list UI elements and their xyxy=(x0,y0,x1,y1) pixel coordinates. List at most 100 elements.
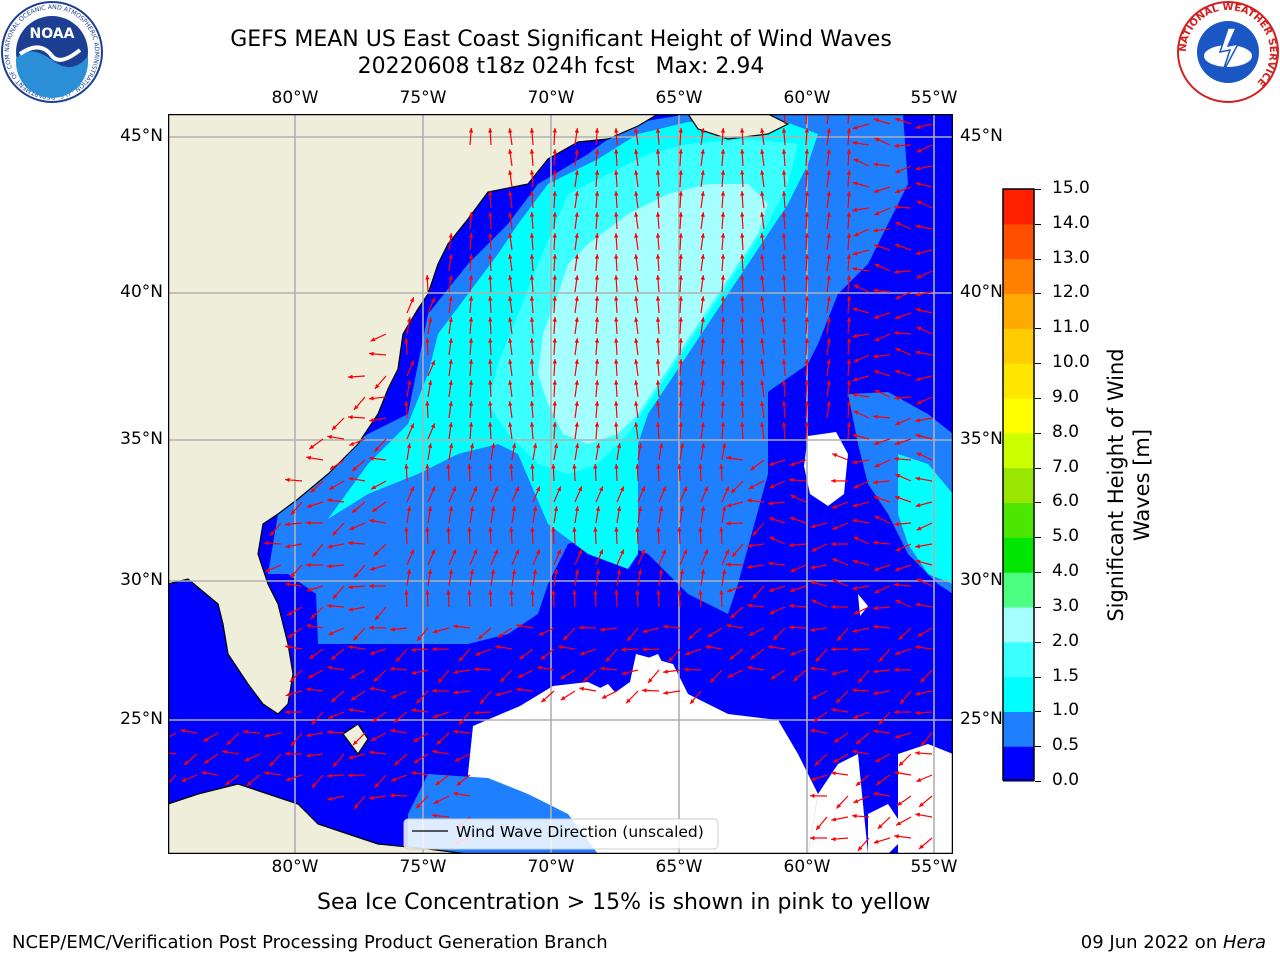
lon-label-bottom: 65°W xyxy=(655,857,703,877)
arrow-head xyxy=(285,776,291,782)
arrow-head xyxy=(391,694,397,699)
arrow-head xyxy=(614,296,619,301)
arrow-shaft xyxy=(847,114,850,125)
arrow-head xyxy=(678,212,683,217)
arrow-head xyxy=(634,170,639,175)
arrow-head xyxy=(448,569,454,574)
arrow-head xyxy=(601,694,607,699)
lat-label-right: 30°N xyxy=(960,570,1003,590)
lat-label-left: 35°N xyxy=(120,429,163,449)
arrow-head xyxy=(635,590,640,595)
arrow-head xyxy=(773,635,778,641)
arrow-head xyxy=(700,401,705,406)
arrow-head xyxy=(831,836,836,842)
arrow-head xyxy=(222,749,228,755)
arrow-head xyxy=(810,580,816,585)
arrow-head xyxy=(648,678,653,683)
arrow-head xyxy=(553,443,559,449)
arrow-head xyxy=(269,761,275,767)
arrow-head xyxy=(789,542,794,548)
arrow-head xyxy=(853,536,859,541)
arrow-head xyxy=(873,414,878,419)
arrow-head xyxy=(898,634,904,640)
lat-label-right: 45°N xyxy=(960,126,1003,146)
arrow-head xyxy=(329,485,335,490)
arrow-head xyxy=(804,296,809,301)
arrow-head xyxy=(852,125,858,130)
arrow-head xyxy=(727,588,732,593)
arrow-head xyxy=(915,750,920,756)
arrow-head xyxy=(369,566,375,571)
colorbar-swatch xyxy=(1003,223,1034,260)
arrow-head xyxy=(416,698,422,704)
arrow-head xyxy=(679,569,685,574)
arrow-head xyxy=(574,317,579,322)
lon-label-top: 55°W xyxy=(910,88,958,108)
arrow-head xyxy=(579,686,585,692)
arrow-head xyxy=(553,506,559,512)
arrow-head xyxy=(720,233,726,238)
arrow-head xyxy=(634,317,639,322)
arrow-head xyxy=(655,401,661,406)
arrow-head xyxy=(468,233,474,238)
arrow-head xyxy=(409,486,414,492)
arrow-head xyxy=(468,128,474,133)
arrow-head xyxy=(511,443,517,449)
arrow-head xyxy=(873,729,878,734)
arrow-head xyxy=(529,401,535,406)
arrow-head xyxy=(634,380,639,385)
arrow-head xyxy=(833,758,839,763)
arrow-head xyxy=(583,676,589,682)
arrow-head xyxy=(895,421,901,425)
arrow-head xyxy=(594,338,600,343)
arrow-head xyxy=(846,275,852,280)
arrow-head xyxy=(831,707,836,713)
arrow-head xyxy=(916,526,922,531)
arrow-head xyxy=(574,128,579,133)
arrow-head xyxy=(490,443,496,449)
colorbar-tick-mark xyxy=(1035,293,1041,295)
arrow-head xyxy=(894,440,900,446)
arrow-head xyxy=(327,563,332,569)
arrow-head xyxy=(920,677,926,683)
arrow-head xyxy=(535,486,540,492)
arrow-head xyxy=(448,275,453,280)
arrow-head xyxy=(350,696,356,701)
arrow-head xyxy=(853,484,859,489)
arrow-head xyxy=(285,544,291,549)
arrow-head xyxy=(348,707,353,713)
arrow-head xyxy=(327,773,332,778)
arrow-head xyxy=(500,677,505,683)
arrow-head xyxy=(488,464,493,469)
arrow-head xyxy=(472,486,477,492)
arrow-head xyxy=(634,275,639,280)
lat-label-left: 45°N xyxy=(120,126,163,146)
footer-credit: NCEP/EMC/Verification Post Processing Pr… xyxy=(12,932,608,953)
arrow-head xyxy=(853,232,859,237)
arrow-head xyxy=(700,254,705,259)
colorbar-tick-label: 14.0 xyxy=(1052,212,1090,233)
arrow-head xyxy=(594,233,600,238)
arrow-head xyxy=(642,628,648,634)
arrow-head xyxy=(436,739,442,745)
arrow-head xyxy=(634,296,639,301)
arrow-head xyxy=(488,233,493,238)
arrow-head xyxy=(488,527,493,532)
arrow-head xyxy=(614,212,619,217)
arrow-head xyxy=(700,170,705,175)
arrow-head xyxy=(740,359,745,364)
arrow-head xyxy=(600,666,605,671)
arrow-head xyxy=(658,569,664,574)
colorbar-tick-mark xyxy=(1035,223,1041,225)
colorbar-tick-mark xyxy=(1035,502,1041,504)
arrow-head xyxy=(540,655,546,660)
arrow-head xyxy=(804,128,809,133)
arrow-head xyxy=(720,191,726,196)
arrow-head xyxy=(634,359,639,364)
arrow-head xyxy=(916,777,922,782)
lat-label-right: 40°N xyxy=(960,282,1003,302)
arrow-head xyxy=(682,486,687,492)
arrow-head xyxy=(574,275,579,280)
arrow-head xyxy=(895,294,901,299)
arrow-head xyxy=(627,636,632,641)
